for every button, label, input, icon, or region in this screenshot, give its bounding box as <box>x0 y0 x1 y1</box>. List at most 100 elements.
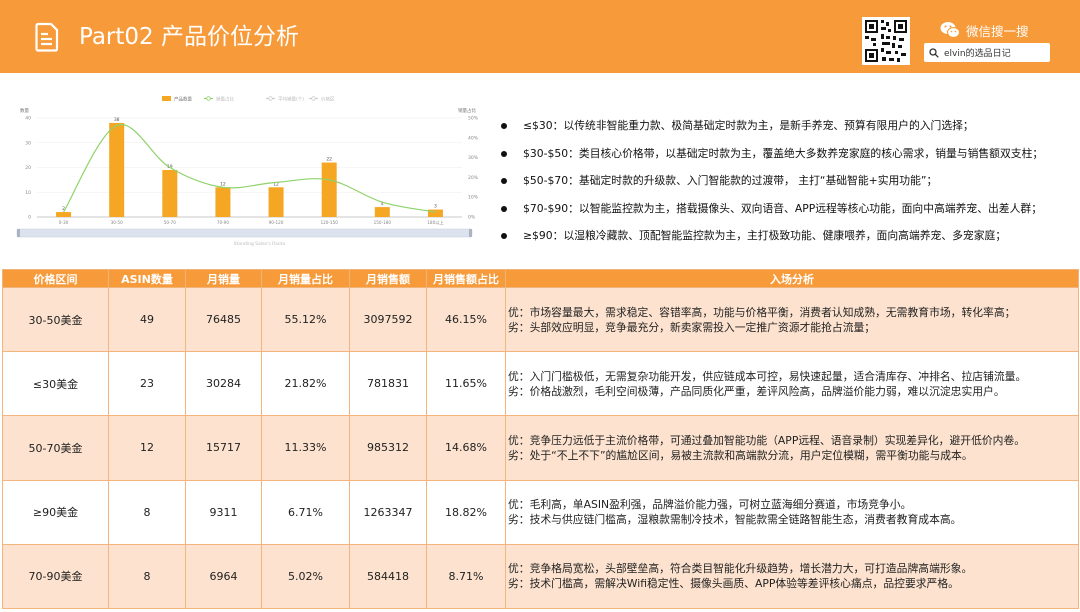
analysis-con: 劣：头部效应明显，竞争最充分，新卖家需投入一定推广资源才能抢占流量； <box>508 320 876 334</box>
legend-label: 产品数量 <box>174 96 192 103</box>
x-tick-label: 120-150 <box>320 220 338 225</box>
analysis-con: 劣：处于“不上不下”的尴尬区间，易被主流款和高端款分流，用户定位模糊，需平衡功能… <box>508 448 973 462</box>
cell-price-range: 30-50美金 <box>2 286 109 353</box>
search-box[interactable]: elvin的选品日记 <box>924 43 1050 62</box>
document-icon <box>35 22 59 52</box>
cell-asin-count: 8 <box>108 543 186 610</box>
wechat-search-label: 微信搜一搜 <box>940 20 1029 40</box>
col-header-price-range: 价格区间 <box>2 269 109 288</box>
table-row: ≤30美金 23 30284 21.82% 781831 11.65% 优：入门… <box>2 351 1079 417</box>
col-header-sales-share: 月销量占比 <box>261 269 350 288</box>
table-row: 70-90美金 8 6964 5.02% 584418 8.71% 优：竞争格局… <box>2 543 1079 610</box>
cell-sales-share: 21.82% <box>261 351 350 417</box>
wechat-icon <box>940 22 960 38</box>
y-axis-title: 数量 <box>20 107 29 114</box>
analysis-con: 劣：价格战激烈，毛利空间极薄，产品同质化严重，差评风险高，品牌溢价能力弱，难以沉… <box>508 384 1005 398</box>
line-series-path <box>63 123 436 213</box>
cell-entry-analysis: 优：竞争格局宽松，头部壁垒高，符合类目智能化升级趋势，增长潜力大，可打造品牌高端… <box>505 543 1079 610</box>
price-band-table: 价格区间 ASIN数量 月销量 月销量占比 月销售额 月销售额占比 入场分析 3… <box>2 269 1079 610</box>
page-title: Part02 产品价位分析 <box>79 24 299 50</box>
bar-data-label: 12 <box>220 181 226 187</box>
cell-monthly-revenue: 584418 <box>349 543 427 610</box>
cell-monthly-sales: 6964 <box>185 543 262 610</box>
cell-sales-share: 55.12% <box>261 286 350 353</box>
search-query: elvin的选品日记 <box>944 49 1011 59</box>
y-tick-label: 40 <box>25 116 31 122</box>
cell-price-range: ≥90美金 <box>2 479 109 545</box>
y2-tick-label: 40% <box>468 135 479 141</box>
y2-tick-label: 20% <box>468 175 479 181</box>
y2-tick-label: 50% <box>468 116 479 122</box>
bar-data-label: 3 <box>434 204 437 210</box>
cell-revenue-share: 14.68% <box>426 415 506 481</box>
y-tick-label: 0 <box>28 215 31 221</box>
bar <box>321 162 337 217</box>
bar <box>109 122 125 217</box>
x-axis-title: Standing Sales's Racks <box>234 241 286 247</box>
cell-asin-count: 12 <box>108 415 186 481</box>
cell-entry-analysis: 优：毛利高，单ASIN盈利强，品牌溢价能力强，可树立蓝海细分赛道，市场竞争小。 … <box>505 479 1079 545</box>
cell-monthly-sales: 15717 <box>185 415 262 481</box>
qr-code-icon[interactable] <box>862 17 910 65</box>
y-tick-label: 30 <box>25 140 31 146</box>
bar-data-label: 2 <box>62 206 65 212</box>
bullet-item: ≤$30：以传统非智能重力款、极简基础定时款为主，是新手养宠、预算有限用户的入门… <box>496 116 1076 144</box>
y-tick-label: 20 <box>25 165 31 171</box>
bullet-item: $50-$70：基础定时款的升级款、入门智能款的过渡带， 主打“基础智能+实用功… <box>496 171 1076 199</box>
x-tick-label: 70-90 <box>217 220 230 225</box>
table-row: 50-70美金 12 15717 11.33% 985312 14.68% 优：… <box>2 415 1079 481</box>
cell-sales-share: 11.33% <box>261 415 350 481</box>
table-row: ≥90美金 8 9311 6.71% 1263347 18.82% 优：毛利高，… <box>2 479 1079 545</box>
cell-entry-analysis: 优：入门门槛极低，无需复杂功能开发，供应链成本可控，易快速起量，适合清库存、冲排… <box>505 351 1079 417</box>
cell-asin-count: 23 <box>108 351 186 417</box>
header-bar: Part02 产品价位分析 微信搜一搜 elvin的选品日记 <box>0 0 1080 73</box>
x-tick-label: 50-70 <box>164 220 177 225</box>
bar-data-label: 4 <box>381 201 384 207</box>
legend-label: 销量占比 <box>216 96 234 103</box>
search-icon <box>929 47 939 58</box>
bullet-item: $70-$90：以智能监控款为主，搭载摄像头、双向语音、APP远程等核心功能，面… <box>496 199 1076 227</box>
analysis-pro: 优：入门门槛极低，无需复杂功能开发，供应链成本可控，易快速起量，适合清库存、冲排… <box>508 369 1027 383</box>
legend-label: 价格区 <box>321 96 335 103</box>
x-tick-label: 180以上 <box>427 219 443 225</box>
bar-data-label: 12 <box>273 181 279 187</box>
bar <box>162 169 178 217</box>
cell-monthly-sales: 30284 <box>185 351 262 417</box>
table-row: 30-50美金 49 76485 55.12% 3097592 46.15% 优… <box>2 286 1079 353</box>
analysis-pro: 优：竞争压力远低于主流价格带，可通过叠加智能功能（APP远程、语音录制）实现差异… <box>508 433 1026 447</box>
bar-data-label: 38 <box>114 117 120 123</box>
cell-monthly-sales: 9311 <box>185 479 262 545</box>
x-tick-label: 0-30 <box>59 220 69 225</box>
analysis-con: 劣：技术与供应链门槛高，湿粮款需制冷技术，智能款需全链路智能生态，消费者教育成本… <box>508 513 962 527</box>
y2-tick-label: 10% <box>468 195 479 201</box>
col-header-monthly-sales: 月销量 <box>185 269 262 288</box>
cell-price-range: ≤30美金 <box>2 351 109 417</box>
cell-asin-count: 8 <box>108 479 186 545</box>
cell-monthly-revenue: 781831 <box>349 351 427 417</box>
cell-monthly-revenue: 1263347 <box>349 479 427 545</box>
bar <box>215 187 231 217</box>
table-header-row: 价格区间 ASIN数量 月销量 月销量占比 月销售额 月销售额占比 入场分析 <box>2 269 1079 288</box>
x-tick-label: 90-120 <box>269 220 284 225</box>
analysis-pro: 优：毛利高，单ASIN盈利强，品牌溢价能力强，可树立蓝海细分赛道，市场竞争小。 <box>508 498 912 512</box>
cell-entry-analysis: 优：竞争压力远低于主流价格带，可通过叠加智能功能（APP远程、语音录制）实现差异… <box>505 415 1079 481</box>
y2-tick-label: 30% <box>468 155 479 161</box>
cell-entry-analysis: 优：市场容量最大，需求稳定、容错率高，功能与价格平衡，消费者认知成熟，无需教育市… <box>505 286 1079 353</box>
price-band-summary: ≤$30：以传统非智能重力款、极简基础定时款为主，是新手养宠、预算有限用户的入门… <box>496 116 1076 254</box>
col-header-asin-count: ASIN数量 <box>108 269 186 288</box>
y2-axis-title: 销量占比 <box>458 107 476 114</box>
legend-swatch <box>268 96 273 101</box>
bar <box>56 212 72 217</box>
zoom-slider-handle-right <box>469 229 472 237</box>
wechat-search-text: 微信搜一搜 <box>966 23 1029 39</box>
cell-sales-share: 5.02% <box>261 543 350 610</box>
bar <box>268 187 284 217</box>
cell-monthly-sales: 76485 <box>185 286 262 353</box>
bullet-item: $30-$50：类目核心价格带，以基础定时款为主，覆盖绝大多数养宠家庭的核心需求… <box>496 144 1076 172</box>
x-tick-label: 30-50 <box>111 220 124 225</box>
cell-revenue-share: 8.71% <box>426 543 506 610</box>
cell-price-range: 70-90美金 <box>2 543 109 610</box>
cell-revenue-share: 18.82% <box>426 479 506 545</box>
cell-monthly-revenue: 985312 <box>349 415 427 481</box>
